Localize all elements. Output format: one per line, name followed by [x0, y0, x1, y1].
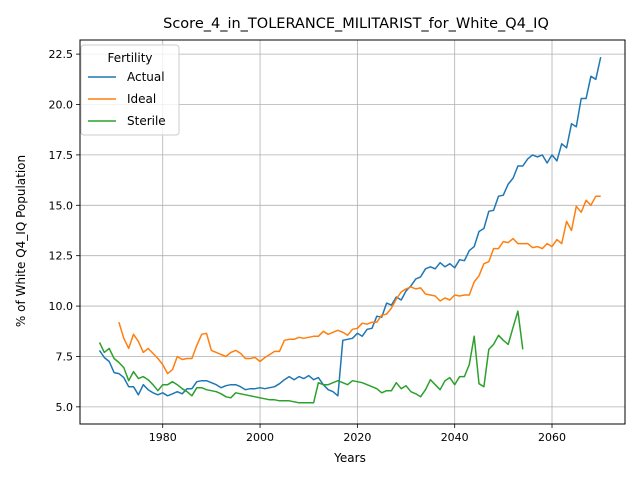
legend: Fertility Actual Ideal Sterile: [80, 44, 180, 136]
series-line-ideal: [118, 195, 601, 375]
x-tick-label: 2060: [538, 431, 566, 444]
legend-label-actual: Actual: [127, 70, 165, 84]
legend-title: Fertility: [107, 51, 152, 65]
series-lines: [98, 56, 602, 404]
x-tick-label: 2000: [246, 431, 274, 444]
y-tick-label: 12.5: [49, 250, 74, 263]
plot-frame: [79, 39, 626, 425]
y-tick-label: 15.0: [49, 199, 74, 212]
chart-title: Score_4_in_TOLERANCE_MILITARIST_for_Whit…: [163, 16, 549, 32]
legend-label-ideal: Ideal: [127, 92, 156, 106]
x-axis-label: Years: [333, 451, 366, 465]
legend-label-sterile: Sterile: [127, 114, 166, 128]
x-tick-label: 2020: [343, 431, 371, 444]
y-tick-label: 20.0: [49, 99, 74, 112]
y-tick-label: 5.0: [56, 401, 74, 414]
y-tick-label: 17.5: [49, 149, 74, 162]
y-tick-label: 7.5: [56, 350, 74, 363]
x-axis-ticks: 1980 2000 2020 2040 2060: [149, 424, 566, 444]
y-axis-label: % of White Q4_IQ Population: [14, 155, 28, 327]
series-line-sterile: [98, 310, 524, 404]
y-tick-label: 10.0: [49, 300, 74, 313]
x-tick-label: 2040: [441, 431, 469, 444]
y-tick-label: 22.5: [49, 48, 74, 61]
y-axis-ticks: 5.0 7.5 10.0 12.5 15.0 17.5 20.0 22.5: [49, 48, 80, 414]
x-tick-label: 1980: [149, 431, 177, 444]
legend-box: [80, 44, 180, 136]
series-line-actual: [98, 56, 602, 397]
